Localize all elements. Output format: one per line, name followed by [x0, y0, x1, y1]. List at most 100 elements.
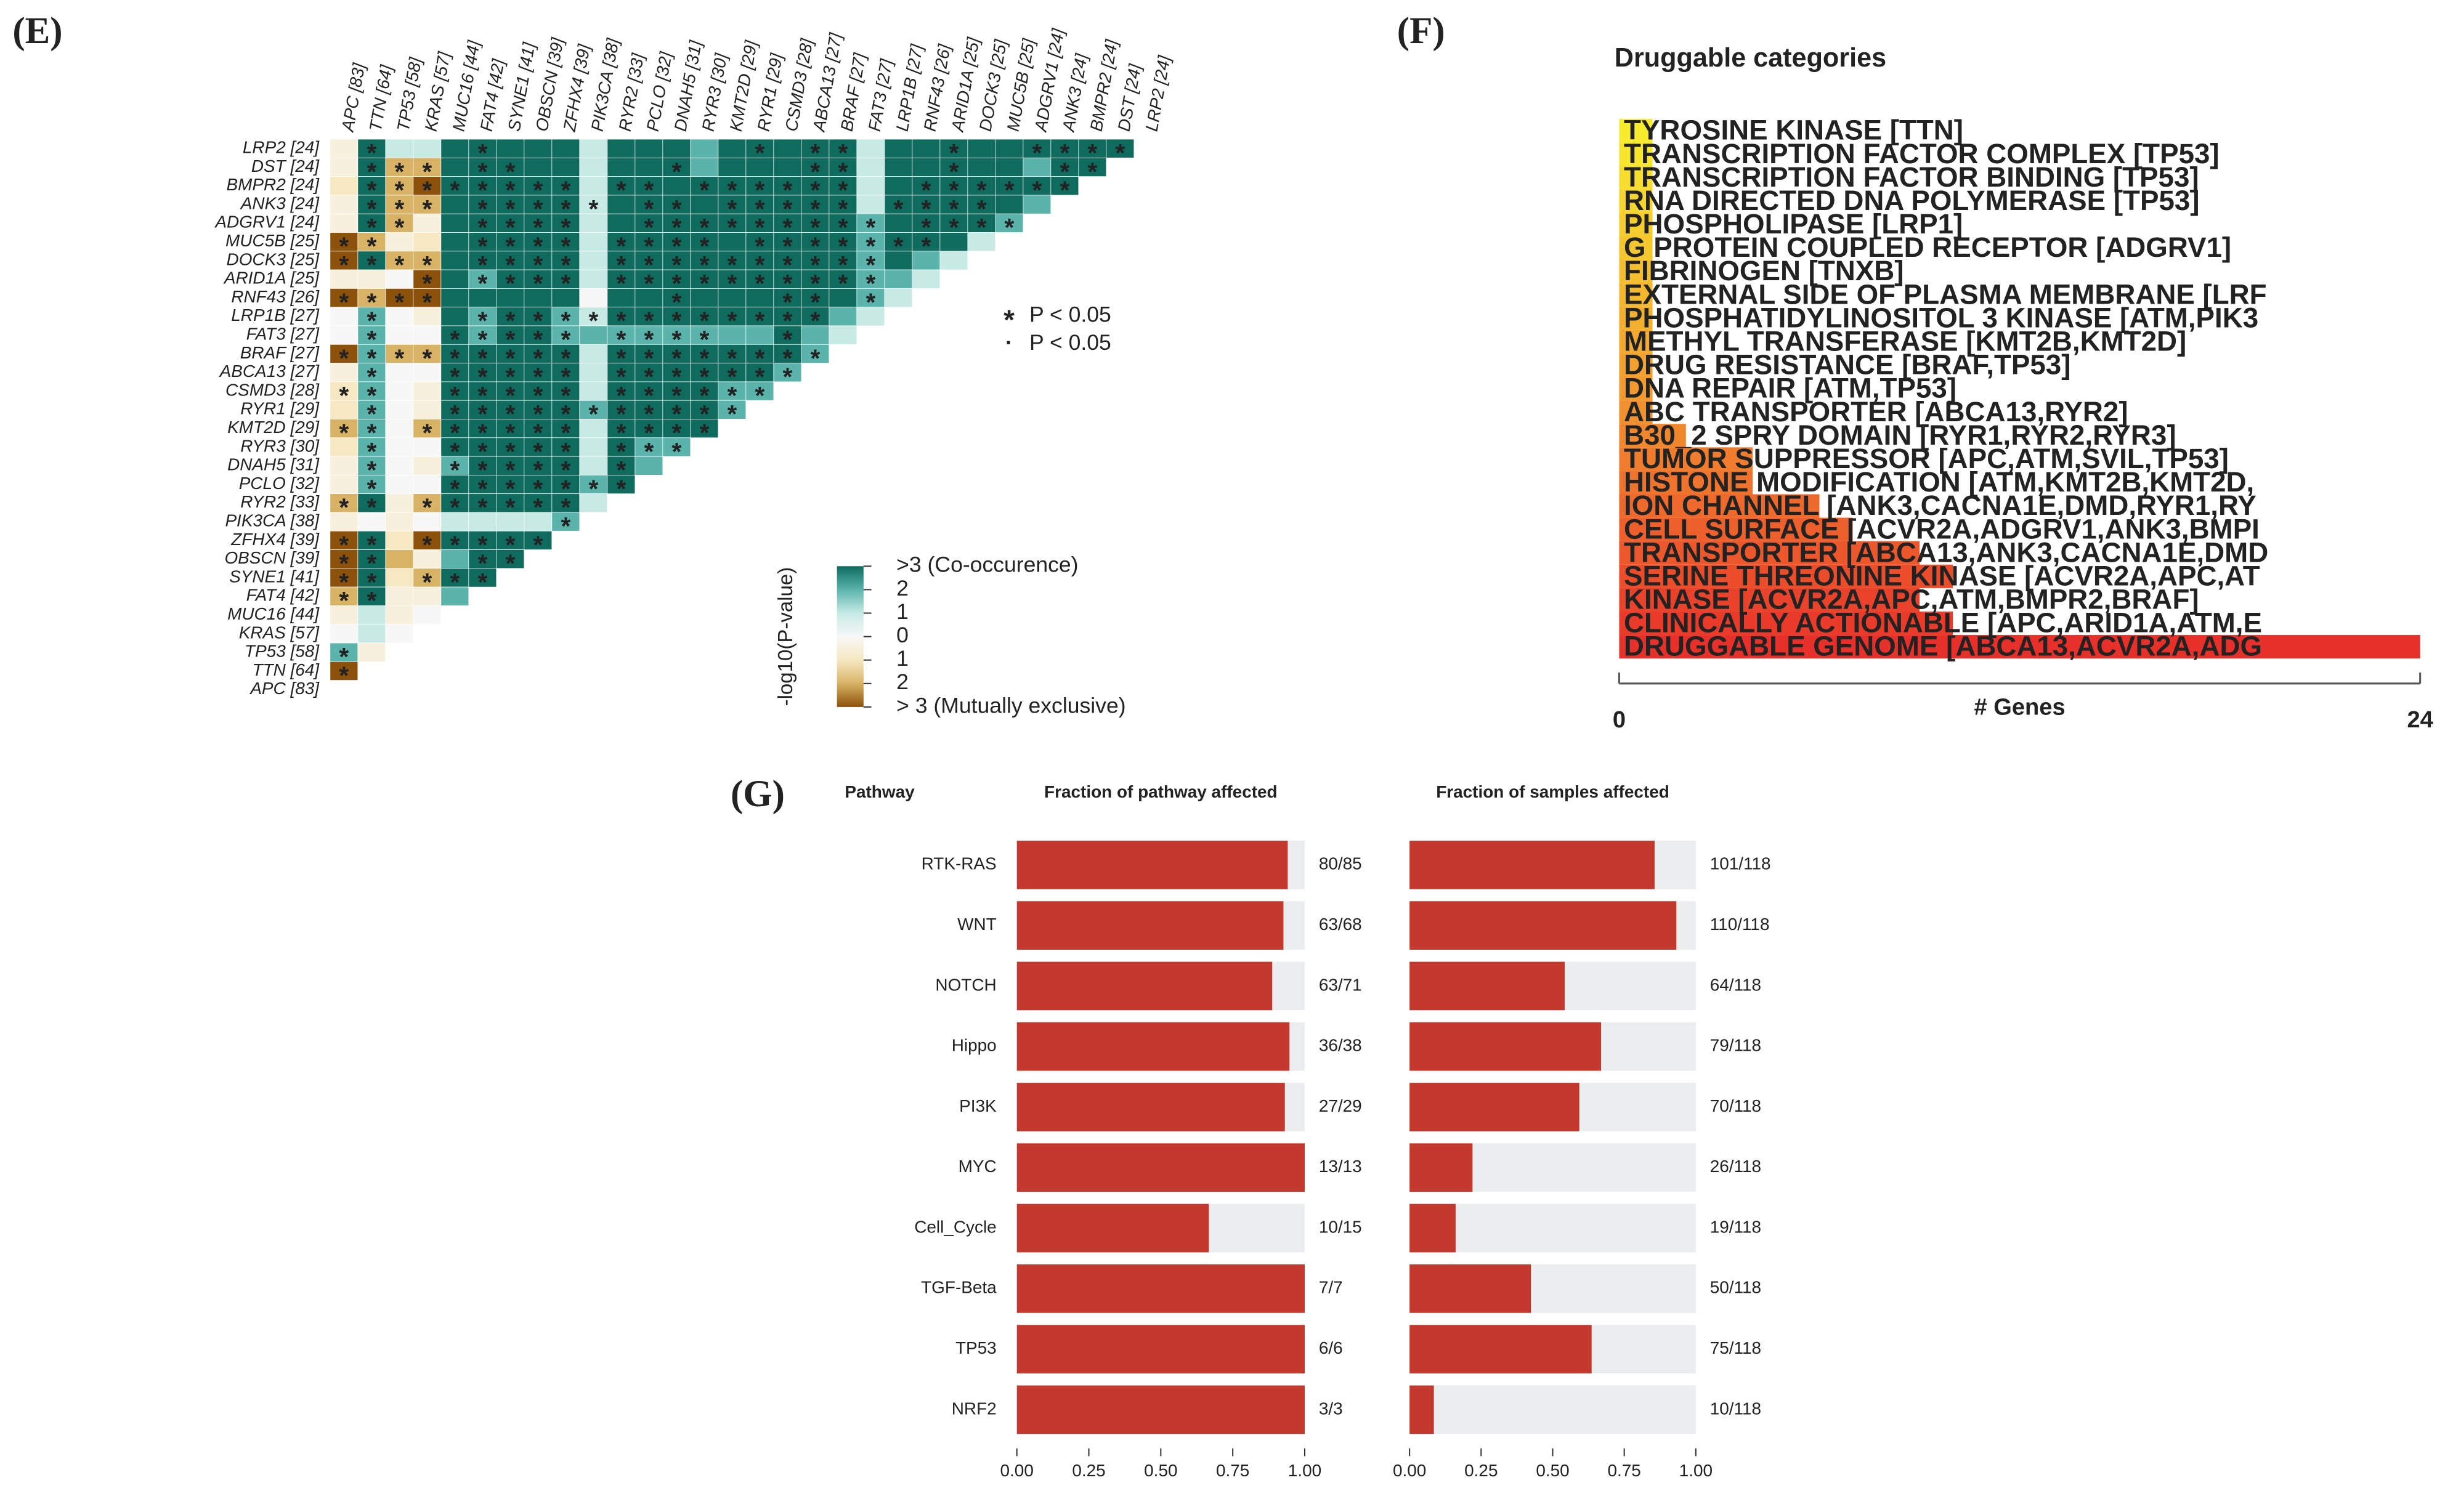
- heatmap-cell: [551, 437, 580, 457]
- heatmap-cell: [773, 176, 802, 196]
- significance-star: *: [727, 213, 737, 241]
- heatmap-cell: [1106, 139, 1135, 158]
- bar: [1409, 961, 1565, 1011]
- heatmap-cell: [635, 456, 663, 475]
- heatmap-cell: [330, 381, 359, 401]
- significance-star: *: [533, 232, 543, 261]
- heatmap-cell: [385, 251, 414, 270]
- heatmap-cell: [496, 195, 525, 214]
- significance-star: *: [616, 381, 626, 410]
- heatmap-cell: [440, 213, 469, 233]
- row-label: RNF43 [26]: [231, 287, 320, 306]
- significance-star: *: [782, 363, 792, 391]
- heatmap-cell: [357, 400, 386, 419]
- significance-star: *: [699, 269, 709, 297]
- significance-star: *: [976, 195, 986, 223]
- heatmap-cell: [662, 157, 691, 177]
- significance-star: *: [671, 325, 681, 354]
- significance-star: *: [505, 344, 515, 372]
- bar: [1409, 1325, 1592, 1373]
- significance-star: *: [394, 251, 404, 279]
- significance-star: *: [422, 493, 432, 522]
- heatmap-cell: [440, 139, 469, 158]
- value-label: 79/118: [1710, 1036, 1761, 1055]
- significance-star: *: [422, 157, 432, 185]
- significance-star: *: [838, 251, 848, 279]
- significance-star: *: [699, 344, 709, 372]
- significance-star: *: [1087, 157, 1097, 185]
- heatmap-cell: [579, 325, 608, 345]
- bar: [1619, 259, 1653, 283]
- bar: [1619, 588, 1920, 612]
- heatmap-cell: [385, 456, 414, 475]
- heatmap-cell: [939, 232, 968, 252]
- significance-star: *: [450, 437, 460, 466]
- heatmap-cell: [773, 157, 802, 177]
- heatmap-cell: [801, 269, 830, 289]
- heatmap-cell: [579, 381, 608, 401]
- heatmap-cell: [496, 530, 525, 550]
- bar: [1016, 1325, 1305, 1373]
- x-axis-label: # Genes: [1974, 694, 2065, 720]
- heatmap-cell: [995, 213, 1024, 233]
- significance-star: *: [949, 176, 959, 204]
- heatmap-cell: [440, 269, 469, 289]
- heatmap-cell: [385, 232, 414, 252]
- significance-star: *: [505, 530, 515, 559]
- heatmap-cell: [912, 157, 941, 177]
- bar-label: SERINE THREONINE KINASE [ACVR2A,APC,AT: [1624, 560, 2260, 591]
- significance-star: *: [561, 325, 570, 354]
- heatmap-cell: [357, 157, 386, 177]
- row-label: ZFHX4 [39]: [230, 530, 320, 549]
- heatmap-cell: [995, 139, 1024, 158]
- significance-star: *: [671, 419, 681, 447]
- significance-star: *: [450, 381, 460, 410]
- heatmap-cell: [524, 251, 553, 270]
- significance-star: *: [505, 456, 515, 484]
- value-label: 26/118: [1710, 1157, 1761, 1176]
- heatmap-cell: [579, 269, 608, 289]
- significance-star: *: [810, 213, 820, 241]
- significance-star: *: [616, 400, 626, 428]
- heatmap-cell: [468, 456, 497, 475]
- heatmap-cell: [440, 176, 469, 196]
- heatmap-cell: [718, 251, 747, 270]
- heatmap-cell: [413, 269, 442, 289]
- heatmap-cell: [413, 381, 442, 401]
- significance-star: *: [699, 325, 709, 354]
- significance-star: *: [505, 419, 515, 447]
- significance-star: *: [588, 400, 598, 428]
- significance-star: *: [727, 251, 737, 279]
- heatmap-cell: [385, 493, 414, 513]
- significance-star: *: [339, 586, 349, 615]
- significance-star: *: [339, 344, 349, 372]
- significance-star: *: [616, 251, 626, 279]
- heatmap-cell: [690, 419, 719, 439]
- heatmap-cell: [440, 586, 469, 606]
- value-label: 110/118: [1710, 915, 1770, 934]
- heatmap-cell: [579, 139, 608, 158]
- significance-star: *: [367, 456, 376, 484]
- significance-star: *: [450, 530, 460, 559]
- significance-star: *: [699, 363, 709, 391]
- heatmap-cell: [662, 139, 691, 158]
- significance-star: *: [616, 363, 626, 391]
- bar-label: RNA DIRECTED DNA POLYMERASE [TP53]: [1624, 185, 2199, 216]
- significance-star: *: [1115, 139, 1125, 167]
- significance-star: *: [477, 232, 487, 261]
- heatmap-cell: [440, 363, 469, 382]
- heatmap-cell: [385, 307, 414, 326]
- chart-title: Fraction of pathway affected: [1044, 782, 1278, 801]
- heatmap-cell: [635, 381, 663, 401]
- row-label: DNAH5 [31]: [227, 455, 320, 474]
- column-label: BRAF [27]: [837, 51, 870, 133]
- heatmap-cell: [607, 344, 636, 363]
- category-label: MYC: [959, 1157, 997, 1176]
- significance-star: *: [810, 251, 820, 279]
- heatmap-cell: [690, 176, 719, 196]
- row-label: ABCA13 [27]: [219, 362, 320, 381]
- heatmap-cell: [440, 325, 469, 345]
- bar-label: PHOSPHOLIPASE [LRP1]: [1624, 208, 1963, 240]
- heatmap-cell: [385, 549, 414, 569]
- heatmap-cell: [801, 325, 830, 345]
